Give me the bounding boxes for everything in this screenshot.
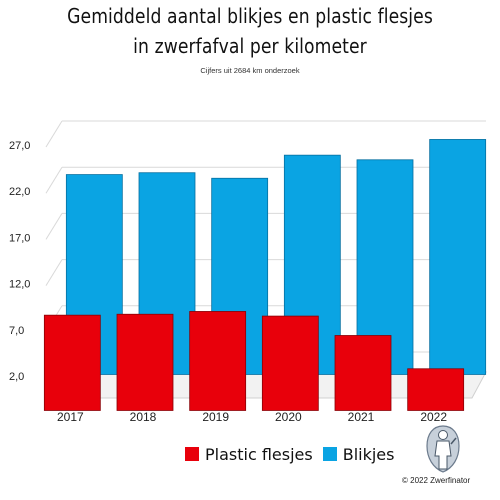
legend-item-plastic: Plastic flesjes bbox=[185, 445, 313, 464]
bar-plastic-2018 bbox=[116, 313, 174, 411]
gridline-side bbox=[45, 213, 63, 240]
y-tick-label: 17,0 bbox=[9, 232, 30, 244]
gridline-side bbox=[45, 259, 63, 286]
bar-plastic-2021 bbox=[334, 335, 392, 411]
copyright-text: © 2022 Zwerfinator bbox=[402, 476, 471, 485]
bar-plastic-2022 bbox=[407, 368, 465, 411]
gridline-side bbox=[45, 120, 63, 148]
legend-label-plastic: Plastic flesjes bbox=[205, 444, 313, 464]
bar-blikjes-2022 bbox=[429, 139, 487, 375]
chart-subtitle: Cijfers uit 2684 km onderzoek bbox=[200, 66, 300, 75]
bar-plastic-2019 bbox=[189, 311, 247, 411]
y-tick-label: 12,0 bbox=[9, 279, 30, 291]
y-tick-label: 7,0 bbox=[9, 325, 24, 337]
x-tick-label: 2017 bbox=[57, 410, 84, 424]
legend-swatch-blikjes bbox=[322, 447, 337, 461]
chart-title-line1: Gemiddeld aantal blikjes en plastic fles… bbox=[67, 4, 433, 28]
legend-swatch-plastic bbox=[185, 447, 199, 461]
bar-plastic-2017 bbox=[43, 314, 101, 411]
legend-label-blikjes: Blikjes bbox=[342, 444, 395, 464]
chart-legend: Plastic flesjes Blikjes bbox=[185, 443, 394, 465]
x-tick-label: 2018 bbox=[130, 410, 157, 424]
zwerfinator-logo-icon bbox=[426, 425, 460, 473]
x-tick-label: 2021 bbox=[348, 410, 375, 424]
legend-item-blikjes: Blikjes bbox=[322, 444, 395, 464]
x-tick-label: 2022 bbox=[420, 410, 447, 424]
y-tick-label: 2,0 bbox=[9, 371, 24, 383]
chart-title-line2: in zwerfafval per kilometer bbox=[133, 34, 367, 58]
y-tick-label: 27,0 bbox=[9, 140, 30, 152]
x-tick-label: 2019 bbox=[202, 410, 229, 424]
y-tick-label: 22,0 bbox=[9, 186, 30, 198]
x-tick-label: 2020 bbox=[275, 410, 302, 424]
bar-plastic-2020 bbox=[261, 315, 319, 411]
gridline-side bbox=[45, 166, 63, 194]
